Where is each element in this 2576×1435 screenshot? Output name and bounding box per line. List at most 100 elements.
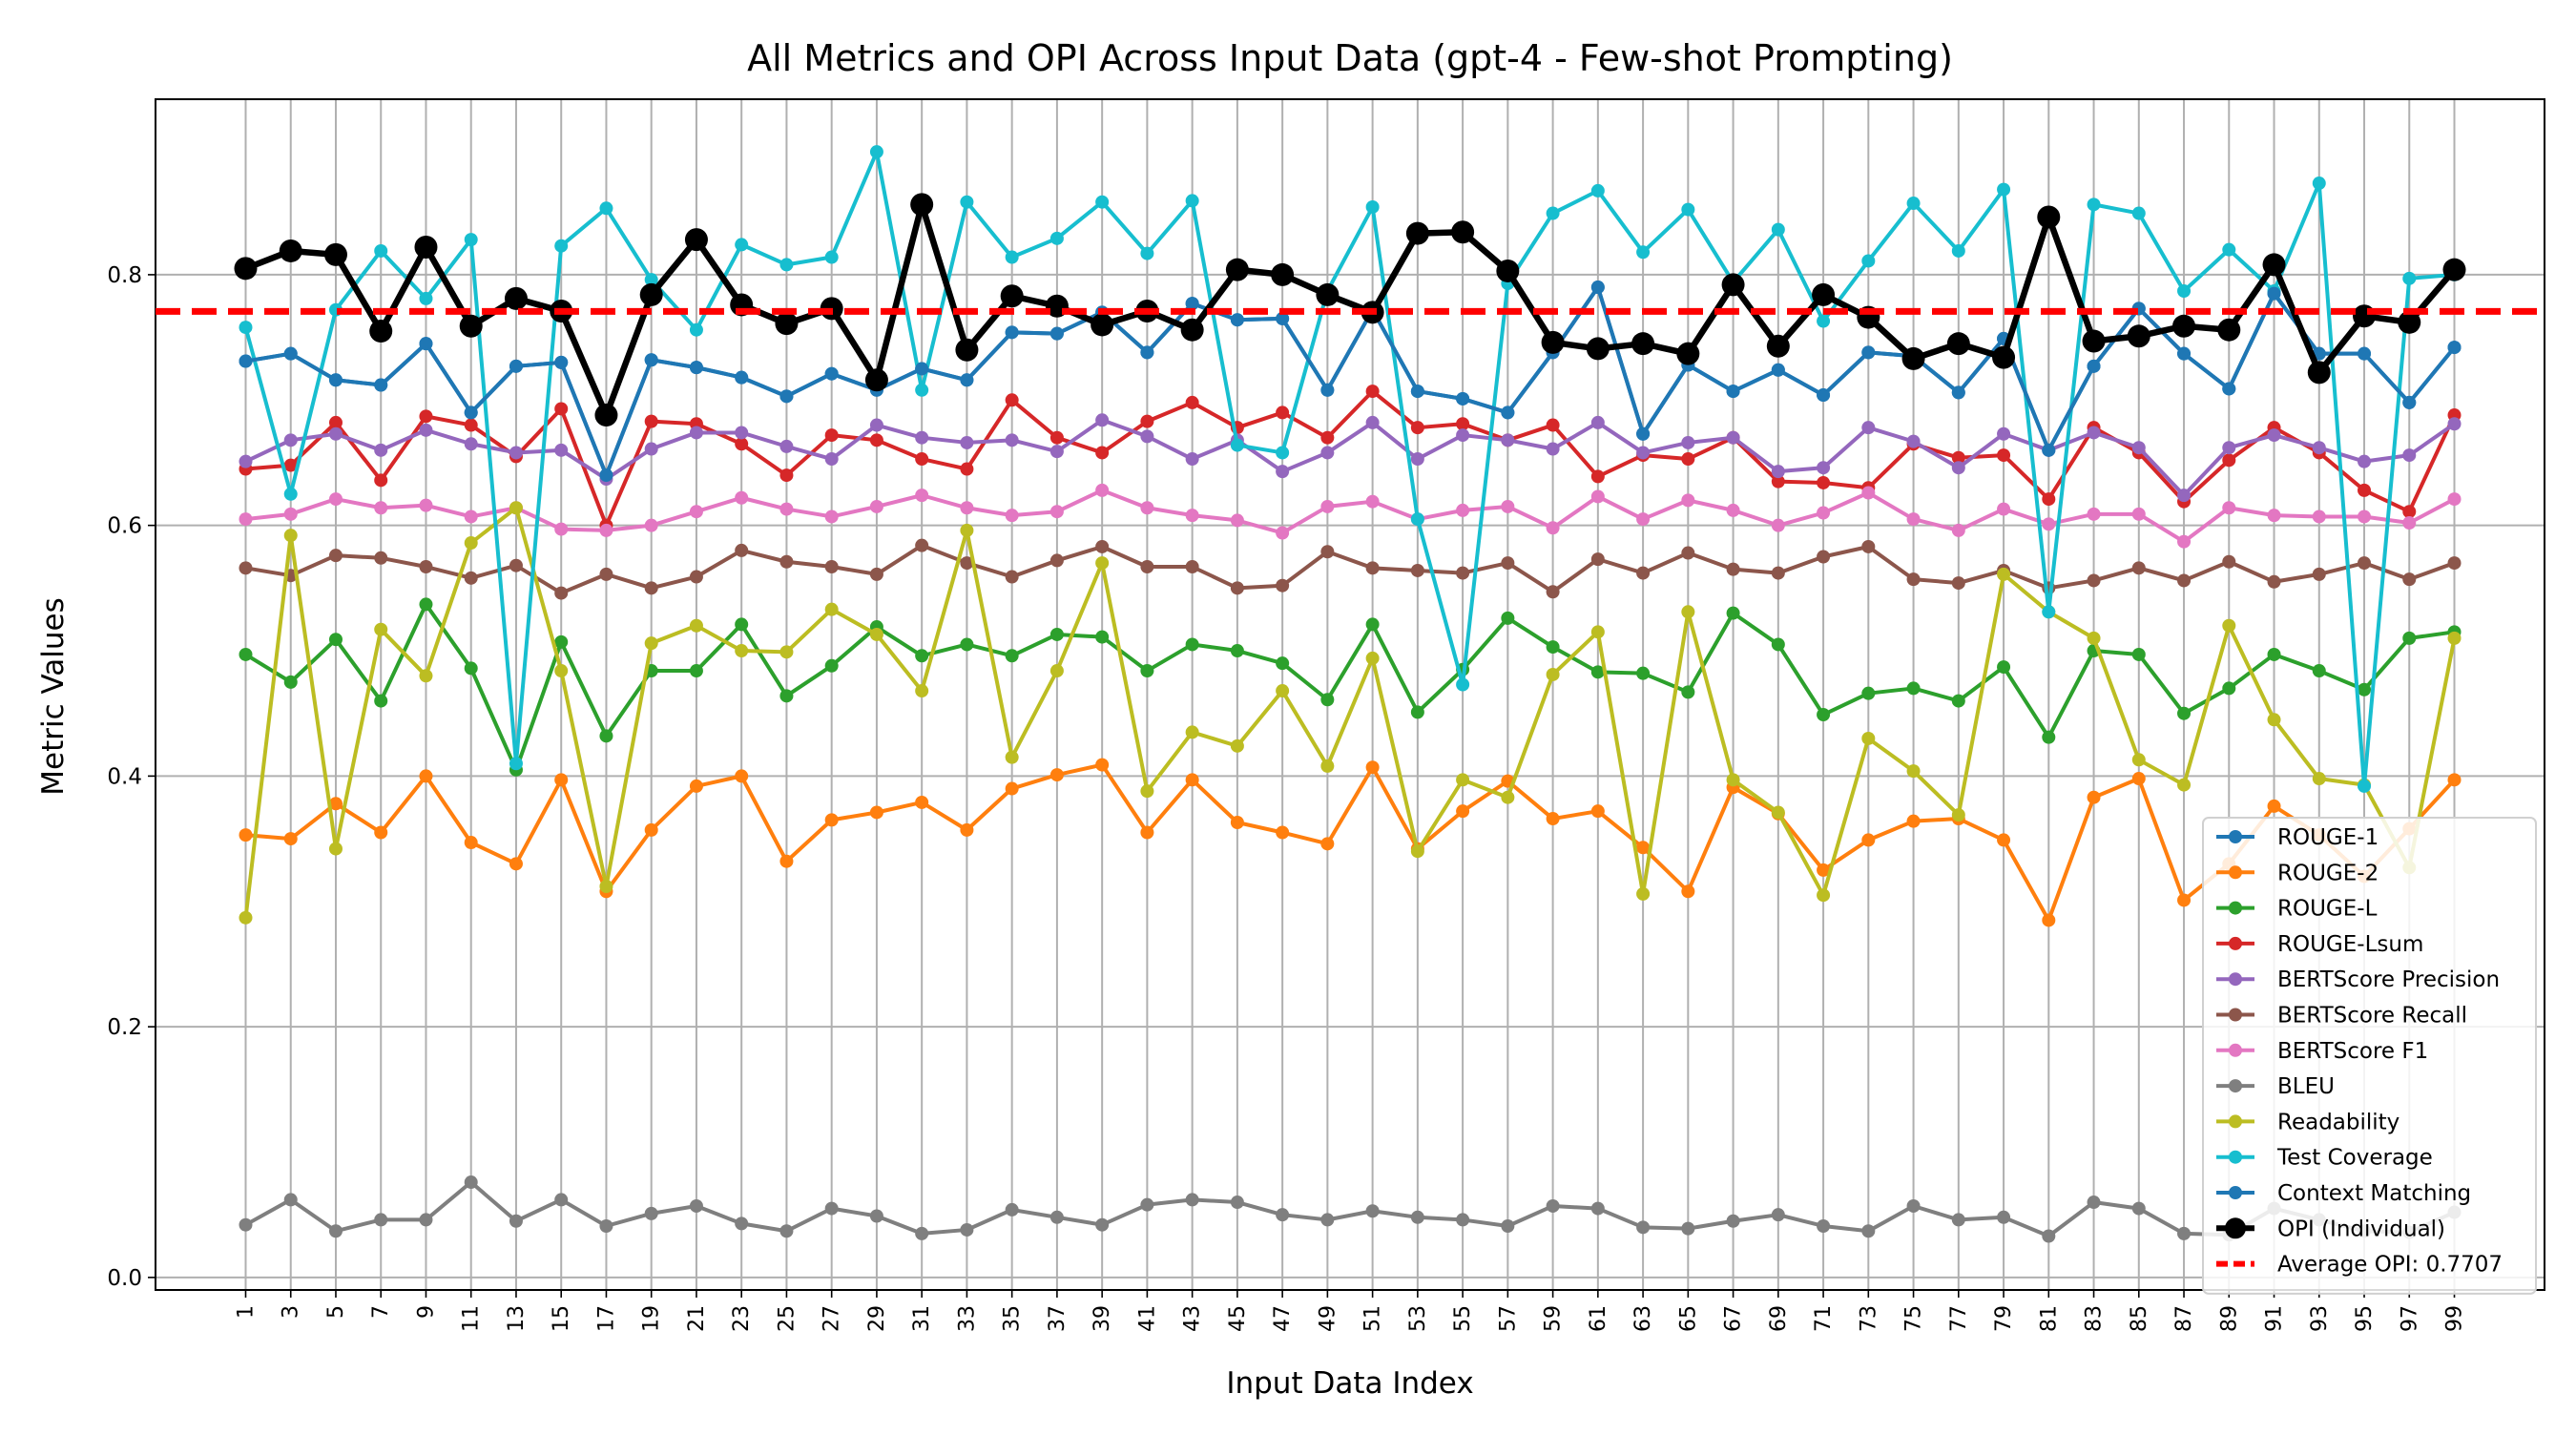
data-point [824,452,839,467]
data-point [1771,637,1785,652]
data-point [779,689,794,703]
data-point [1590,552,1605,567]
data-point [1456,417,1470,431]
data-point [2042,443,2056,457]
data-point [283,675,298,689]
data-point [1636,426,1651,441]
data-point [1817,888,1831,903]
data-point [2358,779,2372,793]
data-point [1501,1219,1515,1234]
data-point [1951,450,1965,465]
data-point [1365,494,1380,509]
x-tick-label: 35 [1001,1305,1025,1332]
x-tick-label: 89 [2217,1305,2241,1332]
data-point [644,414,658,428]
data-point [374,501,388,515]
data-point [1095,446,1110,460]
data-point [2042,1229,2056,1243]
legend-item: BERTScore Precision [2216,967,2500,992]
data-point [1906,1198,1921,1213]
data-point [1681,1221,1695,1236]
data-point [283,346,298,361]
data-point [2447,556,2462,571]
legend-label: ROUGE-L [2277,897,2378,922]
data-point [464,571,478,585]
data-point [1005,250,1019,264]
legend-label: BERTScore Recall [2277,1004,2467,1029]
x-tick-label: 33 [955,1305,979,1332]
data-point [915,489,929,503]
data-point [599,1219,613,1234]
data-point [960,1222,974,1237]
data-point [1271,262,1295,286]
data-point [374,622,388,636]
data-point [910,193,934,217]
data-point [1230,815,1244,829]
data-point [1906,814,1921,828]
data-point [369,320,393,343]
data-point [283,832,298,846]
data-point [374,378,388,392]
data-point [239,454,253,468]
data-point [419,1213,433,1227]
data-point [1410,844,1424,859]
data-point [1410,1210,1424,1224]
data-point [1992,345,2016,369]
data-point [1636,1220,1651,1235]
data-point [1185,395,1199,409]
data-point [1636,666,1651,680]
data-point [1005,325,1019,340]
data-point [1812,282,1836,306]
data-point [2402,516,2417,530]
series-bleu [239,1175,2462,1243]
data-point [689,664,703,678]
data-point [283,487,298,501]
series-line [243,506,2457,919]
data-point [1049,768,1064,782]
data-point [2177,489,2192,503]
data-point [1817,475,1831,489]
data-point [2447,773,2462,787]
data-point [239,321,253,335]
data-point [554,355,569,369]
data-point [239,1217,253,1232]
data-point [2131,206,2146,220]
data-point [735,543,749,557]
data-point [1456,1213,1470,1227]
data-point [1501,611,1515,625]
data-point [2222,501,2236,515]
data-point [1997,182,2011,197]
data-point [1501,556,1515,571]
data-point [1276,406,1290,420]
data-point [1636,512,1651,527]
data-point [2402,631,2417,645]
data-point [328,492,343,507]
series-line [245,285,2457,478]
data-point [960,462,974,476]
data-point [1456,503,1470,517]
data-point [464,437,478,451]
x-tick-label: 67 [1722,1305,1746,1332]
data-point [2177,778,2192,792]
x-tick-label: 87 [2172,1305,2196,1332]
x-tick-label: 17 [594,1305,618,1332]
x-tick-label: 71 [1812,1305,1836,1332]
data-point [239,512,253,527]
data-point [1230,1196,1244,1210]
data-point [1631,332,1655,356]
data-point [2042,517,2056,531]
data-point [644,353,658,367]
legend-item: Average OPI: 0.7707 [2216,1253,2503,1278]
data-point [464,661,478,676]
data-point [1771,465,1785,479]
data-point [1049,505,1064,519]
data-point [1140,784,1154,799]
series-layer [234,145,2466,1243]
legend-item: ROUGE-1 [2216,825,2379,850]
data-point [1049,231,1064,245]
data-point [1049,326,1064,341]
data-point [419,560,433,574]
series-line [245,762,2456,923]
legend-marker [2229,830,2242,843]
